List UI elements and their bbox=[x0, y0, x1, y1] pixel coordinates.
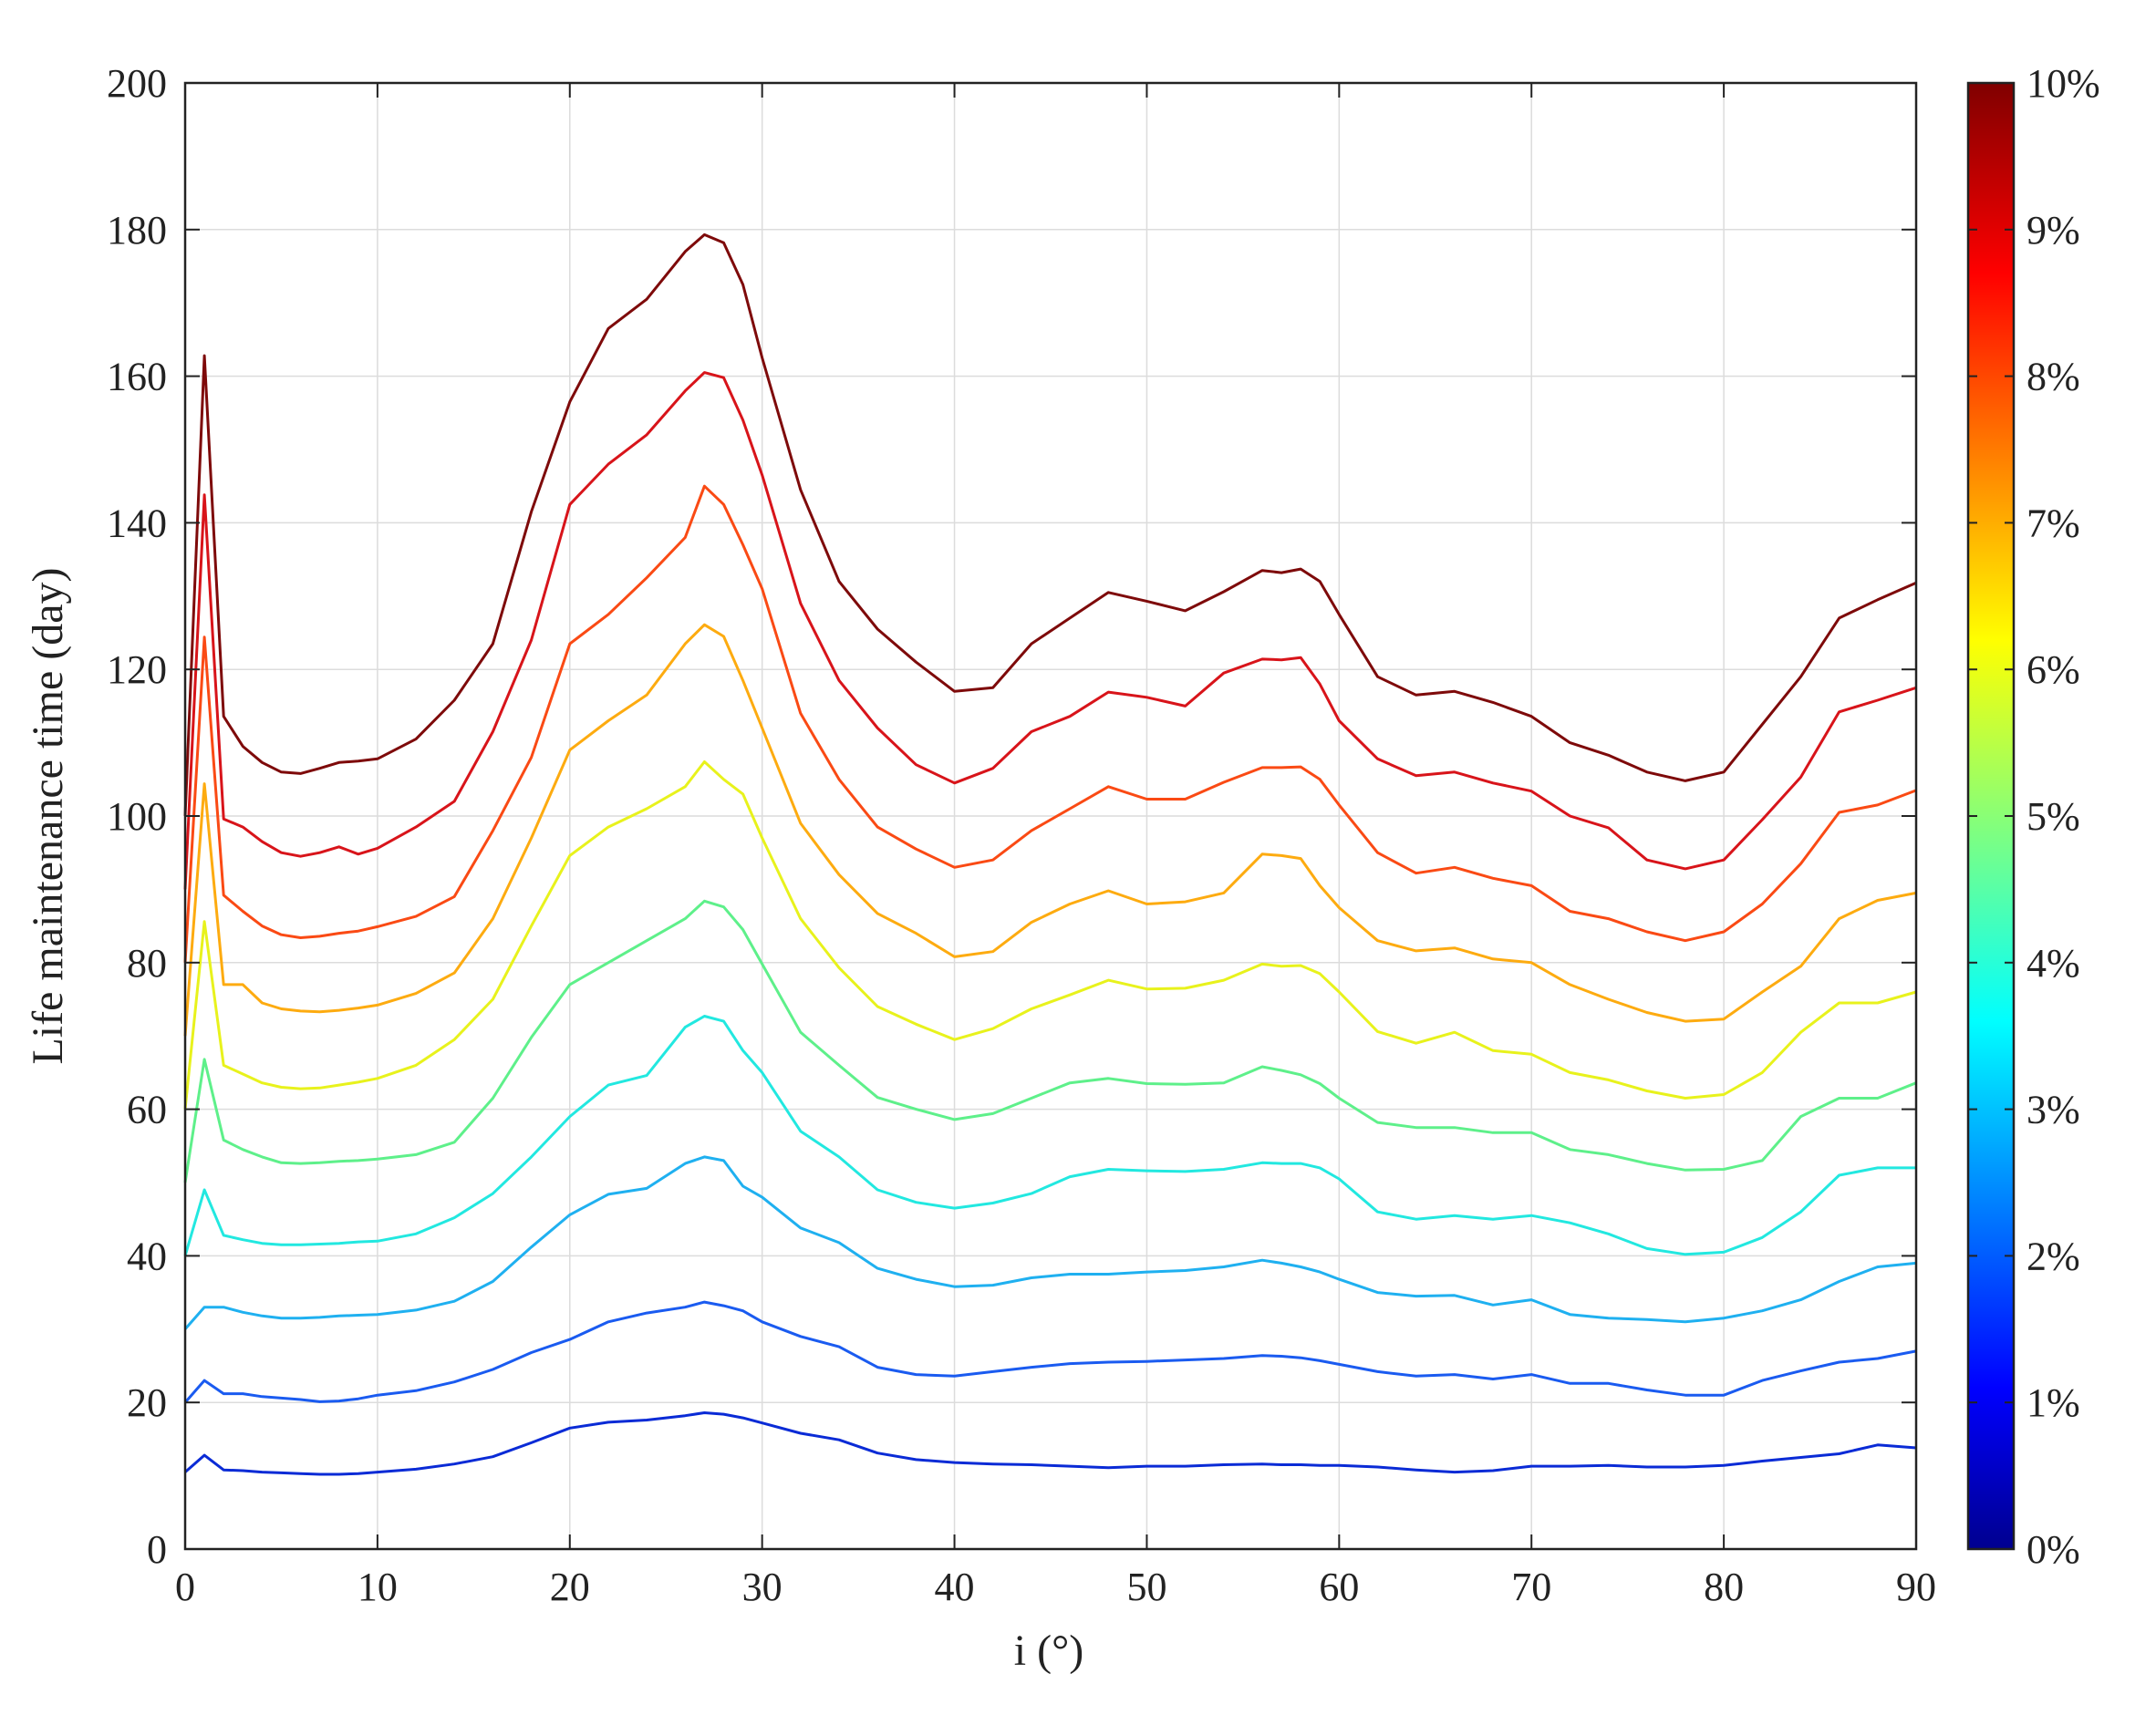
x-tick-label: 50 bbox=[1126, 1565, 1166, 1609]
y-tick-label: 200 bbox=[107, 61, 167, 106]
y-tick-label: 0 bbox=[147, 1527, 167, 1572]
y-tick-label: 180 bbox=[107, 208, 167, 253]
colorbar-tick-label: 9% bbox=[2026, 208, 2080, 253]
x-tick-label: 60 bbox=[1319, 1565, 1359, 1609]
colorbar-tick-label: 5% bbox=[2026, 794, 2080, 839]
x-tick-label: 10 bbox=[358, 1565, 398, 1609]
y-axis-title: Life maintenance time (day) bbox=[24, 567, 72, 1064]
y-tick-label: 40 bbox=[127, 1234, 167, 1278]
series-line-5-percent bbox=[183, 899, 1917, 1183]
colorbar-tick-label: 2% bbox=[2026, 1234, 2080, 1278]
colorbar-tick-label: 4% bbox=[2026, 941, 2080, 986]
y-tick-label: 60 bbox=[127, 1088, 167, 1132]
x-tick-label: 80 bbox=[1704, 1565, 1744, 1609]
series-line-3-percent bbox=[183, 1155, 1917, 1330]
y-tick-label: 20 bbox=[127, 1380, 167, 1425]
colorbar-tick-labels: 0% 1% 2% 3% 4% 5% 6% 7% 8% 9% 10% bbox=[2026, 61, 2100, 1572]
x-tick-label: 70 bbox=[1511, 1565, 1551, 1609]
series-line-6-percent bbox=[183, 760, 1917, 1110]
y-tick-labels: 0 20 40 60 80 100 120 140 160 180 200 bbox=[107, 61, 167, 1572]
colorbar-tick-label: 7% bbox=[2026, 501, 2080, 545]
x-tick-label: 0 bbox=[175, 1565, 195, 1609]
axis-ticks bbox=[184, 82, 1917, 1550]
x-axis-title: i (°) bbox=[1014, 1627, 1084, 1675]
colorbar-tick-label: 0% bbox=[2026, 1527, 2080, 1572]
x-tick-label: 90 bbox=[1896, 1565, 1936, 1609]
y-tick-label: 80 bbox=[127, 941, 167, 986]
y-tick-label: 100 bbox=[107, 794, 167, 839]
series-line-10-percent bbox=[183, 232, 1917, 817]
series-line-9-percent bbox=[183, 371, 1917, 890]
series-line-2-percent bbox=[183, 1300, 1917, 1404]
grid bbox=[184, 82, 1917, 1550]
y-tick-label: 120 bbox=[107, 647, 167, 692]
y-tick-label: 140 bbox=[107, 501, 167, 545]
colorbar-tick-label: 8% bbox=[2026, 355, 2080, 399]
colorbar-tick-label: 1% bbox=[2026, 1380, 2080, 1425]
x-tick-labels: 0 10 20 30 40 50 60 70 80 90 bbox=[175, 1565, 1936, 1609]
series-line-8-percent bbox=[183, 484, 1917, 963]
x-tick-label: 40 bbox=[935, 1565, 975, 1609]
colorbar-tick-label: 10% bbox=[2026, 61, 2100, 106]
series-line-7-percent bbox=[183, 623, 1917, 1037]
y-tick-label: 160 bbox=[107, 355, 167, 399]
series-line-1-percent bbox=[184, 1411, 1917, 1476]
colorbar-tick-label: 6% bbox=[2026, 647, 2080, 692]
series-line-4-percent bbox=[183, 1015, 1916, 1256]
series-lines bbox=[183, 232, 1917, 1476]
colorbar-ticks bbox=[1968, 82, 2014, 1550]
x-tick-label: 30 bbox=[742, 1565, 783, 1609]
colorbar-tick-label: 3% bbox=[2026, 1088, 2080, 1132]
x-tick-label: 20 bbox=[550, 1565, 590, 1609]
